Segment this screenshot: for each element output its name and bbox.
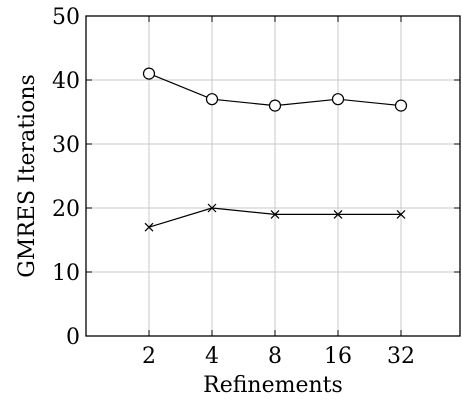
x-tick-label: 4 (205, 344, 219, 369)
y-axis-label: GMRES Iterations (15, 74, 40, 278)
data-point-cross (270, 209, 280, 219)
cross-stroke (144, 222, 154, 232)
cross-stroke (207, 203, 217, 213)
x-tick-label: 16 (324, 344, 352, 369)
x-tick-label: 8 (268, 344, 282, 369)
series (142, 67, 408, 232)
x-tick-label: 32 (387, 344, 415, 369)
grid (86, 16, 460, 336)
data-point-circle (394, 99, 408, 112)
x-axis-label: Refinements (203, 373, 343, 398)
axes (85, 15, 461, 337)
plot-frame (85, 15, 461, 337)
y-tick-label: 0 (66, 325, 80, 350)
y-tick-label: 10 (52, 261, 80, 286)
data-point-cross (333, 209, 343, 219)
data-point-circle (142, 67, 156, 80)
y-tick-label: 30 (52, 133, 80, 158)
y-tick-label: 40 (52, 69, 80, 94)
cross-stroke (396, 209, 406, 219)
y-tick-label: 50 (52, 5, 80, 30)
ticks: 2 4 8 16 32 0 10 20 30 40 50 (52, 5, 460, 369)
cross-stroke (333, 209, 343, 219)
x-tick-label: 2 (142, 344, 156, 369)
data-point-cross (396, 209, 406, 219)
data-point-cross (207, 203, 217, 213)
data-point-circle (205, 93, 219, 106)
series-2 (144, 203, 406, 232)
data-point-cross (144, 222, 154, 232)
data-point-circle (268, 99, 282, 112)
cross-stroke (270, 209, 280, 219)
y-tick-label: 20 (52, 197, 80, 222)
data-point-circle (331, 93, 345, 106)
series-1 (142, 67, 408, 112)
